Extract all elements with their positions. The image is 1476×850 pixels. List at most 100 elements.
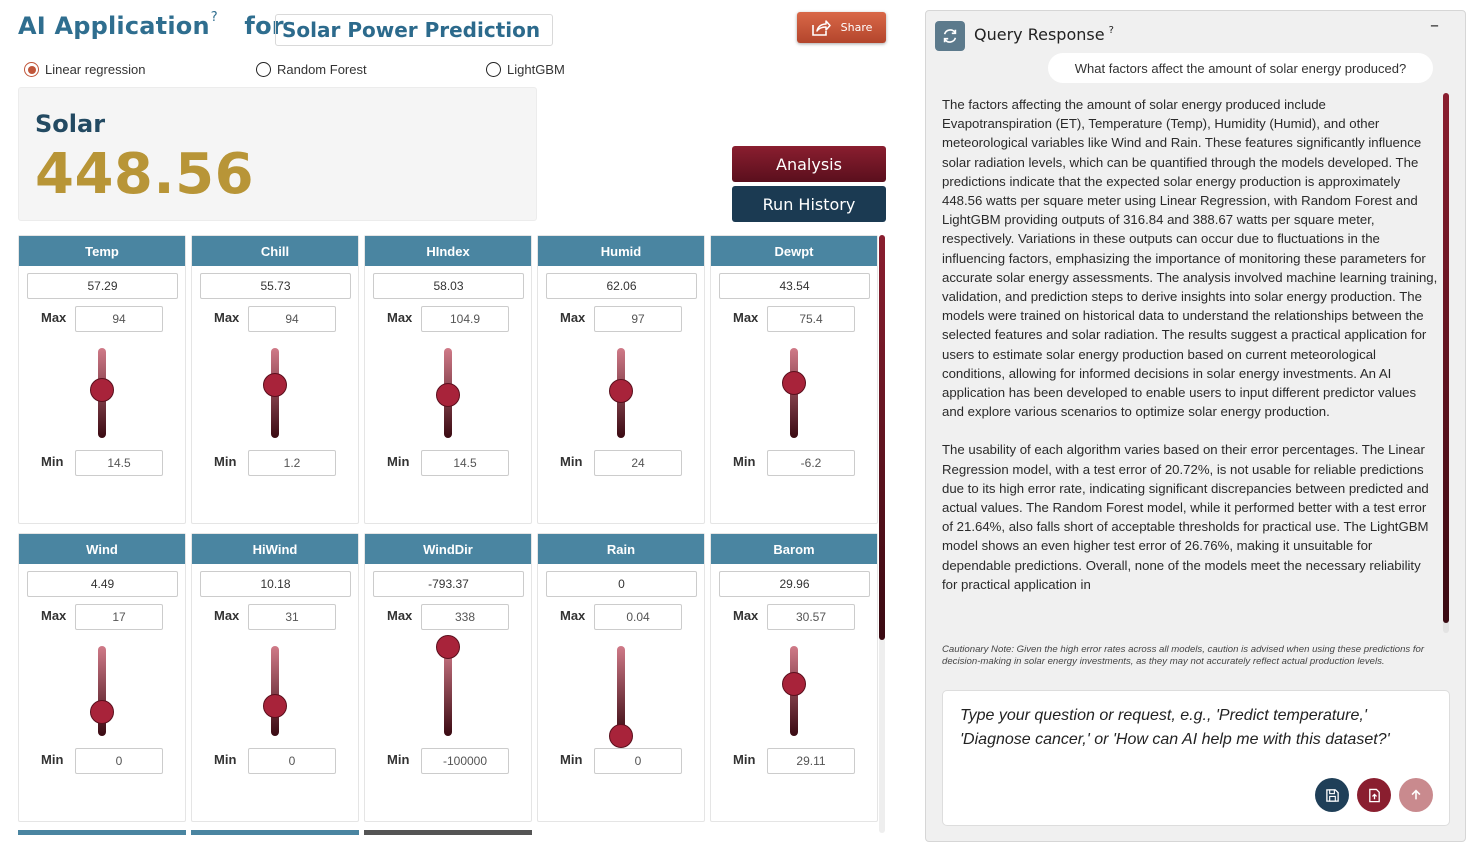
slider-thumb[interactable] — [436, 635, 460, 659]
min-input[interactable]: 29.11 — [767, 748, 855, 774]
minimize-icon[interactable]: – — [1430, 15, 1439, 36]
query-input[interactable]: Type your question or request, e.g., 'Pr… — [942, 690, 1450, 826]
min-input[interactable]: -6.2 — [767, 450, 855, 476]
variable-name: Rain — [538, 534, 704, 564]
title-prefix: AI Application — [18, 12, 210, 40]
max-input[interactable]: 94 — [248, 306, 336, 332]
variable-value-input[interactable]: 0 — [546, 571, 697, 597]
variable-value-input[interactable]: 4.49 — [27, 571, 178, 597]
max-input[interactable]: 30.57 — [767, 604, 855, 630]
max-label: Max — [733, 310, 759, 325]
max-input[interactable]: 0.04 — [594, 604, 682, 630]
query-input-placeholder[interactable]: Type your question or request, e.g., 'Pr… — [960, 707, 1390, 748]
variable-value-input[interactable]: -793.37 — [373, 571, 524, 597]
scrollbar-thumb[interactable] — [879, 235, 885, 640]
send-button[interactable] — [1399, 778, 1433, 812]
variable-grid: Temp 57.29 Max 94 Min 14.5 Chill 55.73 Max 94 Min 1… — [18, 235, 879, 835]
min-label: Min — [733, 752, 756, 767]
max-input[interactable]: 338 — [421, 604, 509, 630]
min-input[interactable]: 0 — [75, 748, 163, 774]
radio-linear-regression[interactable]: Linear regression — [24, 62, 145, 77]
min-input[interactable]: 0 — [594, 748, 682, 774]
max-input[interactable]: 104.9 — [421, 306, 509, 332]
slider-track[interactable] — [444, 646, 452, 736]
max-label: Max — [733, 608, 759, 623]
slider-thumb[interactable] — [436, 382, 460, 407]
send-icon — [1411, 789, 1421, 800]
min-input[interactable]: -100000 — [421, 748, 509, 774]
min-input[interactable]: 24 — [594, 450, 682, 476]
help-icon[interactable]: ? — [1108, 25, 1114, 36]
help-icon[interactable]: ? — [210, 10, 218, 25]
variable-value-input[interactable]: 55.73 — [200, 273, 351, 299]
radio-empty-icon — [256, 62, 271, 77]
max-input[interactable]: 94 — [75, 306, 163, 332]
min-input[interactable]: 1.2 — [248, 450, 336, 476]
slider-track[interactable] — [271, 646, 279, 736]
run-history-button[interactable]: Run History — [732, 186, 886, 222]
max-input[interactable]: 97 — [594, 306, 682, 332]
variable-name: Dewpt — [711, 236, 877, 266]
radio-lightgbm[interactable]: LightGBM — [486, 62, 565, 77]
variable-value-input[interactable]: 58.03 — [373, 273, 524, 299]
slider-thumb[interactable] — [782, 371, 806, 396]
variable-value-input[interactable]: 62.06 — [546, 273, 697, 299]
max-input[interactable]: 17 — [75, 604, 163, 630]
page-title: AI Application? for — [18, 10, 284, 40]
refresh-icon[interactable] — [935, 21, 965, 51]
min-label: Min — [214, 454, 237, 469]
slider-thumb[interactable] — [609, 379, 633, 404]
max-label: Max — [41, 608, 67, 623]
slider-track[interactable] — [98, 646, 106, 736]
max-input[interactable]: 31 — [248, 604, 336, 630]
slider-thumb[interactable] — [609, 724, 633, 748]
variable-value-input[interactable]: 10.18 — [200, 571, 351, 597]
variable-value-input[interactable]: 43.54 — [719, 273, 870, 299]
slider-thumb[interactable] — [263, 694, 287, 719]
max-label: Max — [214, 310, 240, 325]
next-row-card-edge — [191, 830, 359, 835]
upload-file-button[interactable] — [1357, 778, 1391, 812]
variable-card-wind: Wind 4.49 Max 17 Min 0 — [18, 533, 186, 822]
variables-scrollbar[interactable] — [879, 235, 885, 833]
scrollbar-thumb[interactable] — [1443, 93, 1449, 623]
variable-card-hiwind: HiWind 10.18 Max 31 Min 0 — [191, 533, 359, 822]
min-input[interactable]: 0 — [248, 748, 336, 774]
upload-file-icon — [1368, 788, 1380, 802]
app-name-field[interactable]: Solar Power Prediction — [275, 14, 553, 46]
slider-thumb[interactable] — [90, 377, 114, 402]
variable-name: Wind — [19, 534, 185, 564]
min-label: Min — [733, 454, 756, 469]
save-button[interactable] — [1315, 778, 1349, 812]
radio-label: Random Forest — [277, 62, 367, 77]
max-input[interactable]: 75.4 — [767, 306, 855, 332]
radio-label: Linear regression — [45, 62, 146, 77]
variable-value-input[interactable]: 29.96 — [719, 571, 870, 597]
max-label: Max — [560, 608, 586, 623]
min-input[interactable]: 14.5 — [75, 450, 163, 476]
variable-name: Humid — [538, 236, 704, 266]
slider-thumb[interactable] — [90, 700, 114, 725]
variable-card-barom: Barom 29.96 Max 30.57 Min 29.11 — [710, 533, 878, 822]
variable-card-dewpt: Dewpt 43.54 Max 75.4 Min -6.2 — [710, 235, 878, 524]
share-label: Share — [840, 21, 873, 34]
response-scrollbar[interactable] — [1443, 93, 1449, 633]
max-label: Max — [387, 608, 413, 623]
slider-thumb[interactable] — [782, 671, 806, 696]
cautionary-note: Cautionary Note: Given the high error ra… — [942, 644, 1425, 667]
radio-random-forest[interactable]: Random Forest — [256, 62, 367, 77]
analysis-button[interactable]: Analysis — [732, 146, 886, 182]
variable-value-input[interactable]: 57.29 — [27, 273, 178, 299]
variable-name: Temp — [19, 236, 185, 266]
min-input[interactable]: 14.5 — [421, 450, 509, 476]
variable-name: HiWind — [192, 534, 358, 564]
slider-thumb[interactable] — [263, 373, 287, 398]
slider-track[interactable] — [617, 646, 625, 736]
max-label: Max — [41, 310, 67, 325]
share-button[interactable]: Share — [797, 12, 886, 43]
variable-name: WindDir — [365, 534, 531, 564]
prediction-label: Solar — [35, 110, 106, 138]
variable-name: Barom — [711, 534, 877, 564]
min-label: Min — [41, 454, 64, 469]
